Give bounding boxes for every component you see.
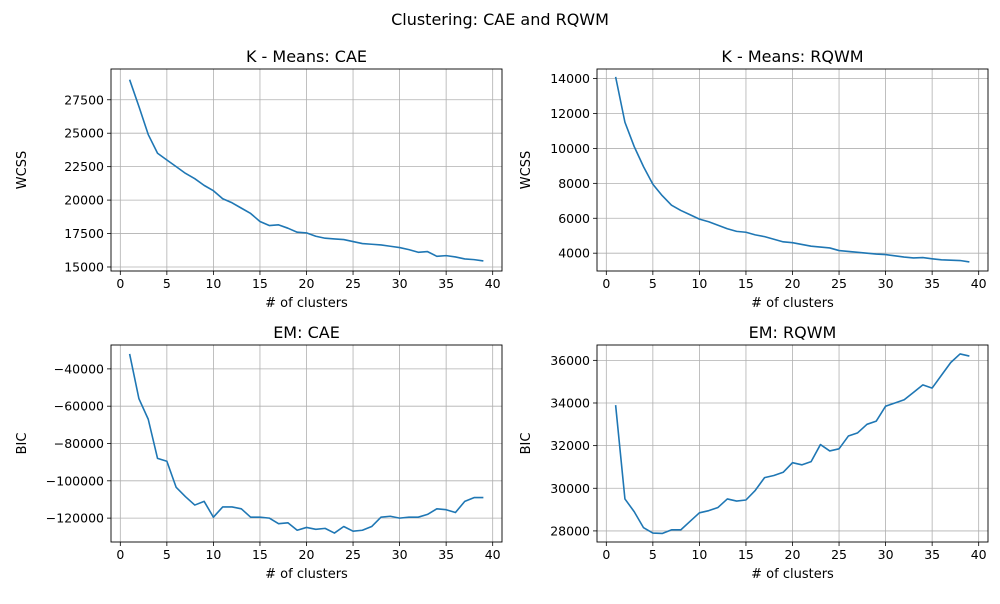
chart-1-x-axis-label: # of clusters xyxy=(265,296,348,311)
chart-3-x-tick-label: 20 xyxy=(299,547,315,562)
chart-1-y-tick-label: 27500 xyxy=(64,92,104,107)
chart-1-y-tick-label: 25000 xyxy=(64,126,104,141)
chart-2-x-tick-label: 5 xyxy=(649,276,657,291)
chart-3-y-tick-label: −40000 xyxy=(54,361,104,376)
chart-2-x-axis-label: # of clusters xyxy=(751,296,834,311)
chart-4-axes-frame xyxy=(596,344,989,543)
chart-4-x-tick-label: 30 xyxy=(878,547,894,562)
chart-4-x-tick-label: 15 xyxy=(738,547,754,562)
chart-4: 0 5 10 15 20 25 30 35 40 28000 30000 32000 34000 3600… xyxy=(519,323,989,582)
chart-4-series-line xyxy=(614,353,970,535)
chart-1-y-tick-label: 20000 xyxy=(64,193,104,208)
chart-2-x-tick-label: 25 xyxy=(831,276,847,291)
chart-3-series-line xyxy=(128,353,484,534)
chart-4-y-tick-label: 30000 xyxy=(550,481,590,496)
chart-3-x-tick-label: 30 xyxy=(392,547,408,562)
chart-3-y-tick-label: −100000 xyxy=(46,473,104,488)
chart-1: 0 5 10 15 20 25 30 35 40 15000 17500 20000 22500 2500… xyxy=(15,47,503,311)
subplot-grid: 0 5 10 15 20 25 30 35 40150001750020000225002500… xyxy=(15,47,989,582)
chart-2: 0 5 10 15 20 25 30 35 40 4000 6000 8000 10000 12000 14… xyxy=(519,47,989,311)
chart-2-y-tick-label: 4000 xyxy=(558,246,590,261)
chart-1-x-tick-label: 10 xyxy=(205,276,221,291)
chart-3-x-tick-label: 40 xyxy=(485,547,501,562)
chart-3-x-tick-label: 15 xyxy=(252,547,268,562)
chart-2-y-tick-label: 10000 xyxy=(550,141,590,156)
chart-4-x-tick-label: 25 xyxy=(831,547,847,562)
chart-1-y-axis-label: WCSS xyxy=(15,151,30,189)
chart-2-x-tick-label: 30 xyxy=(878,276,894,291)
chart-1-axes-frame xyxy=(110,68,503,272)
chart-3-y-tick-label: −120000 xyxy=(46,511,104,526)
chart-2-x-tick-label: 0 xyxy=(602,276,610,291)
chart-3-y-axis-label: BIC xyxy=(15,433,30,455)
chart-4-x-tick-label: 40 xyxy=(971,547,987,562)
chart-2-x-tick-label: 20 xyxy=(785,276,801,291)
figure-suptitle: Clustering: CAE and RQWM xyxy=(391,10,609,29)
chart-4-y-tick-label: 34000 xyxy=(550,395,590,410)
chart-4-y-axis-label: BIC xyxy=(519,433,534,455)
chart-4-title: EM: RQWM xyxy=(749,323,837,342)
chart-4-x-tick-label: 10 xyxy=(691,547,707,562)
chart-2-x-tick-label: 15 xyxy=(738,276,754,291)
chart-1-x-tick-label: 15 xyxy=(252,276,268,291)
chart-4-y-tick-label: 36000 xyxy=(550,353,590,368)
chart-1-x-tick-label: 30 xyxy=(392,276,408,291)
chart-3-axes-frame xyxy=(110,344,503,543)
chart-3-x-tick-label: 25 xyxy=(345,547,361,562)
chart-1-x-tick-label: 35 xyxy=(438,276,454,291)
chart-1-x-tick-label: 20 xyxy=(299,276,315,291)
chart-1-series-line xyxy=(128,79,484,262)
chart-1-x-tick-label: 40 xyxy=(485,276,501,291)
chart-2-series-line xyxy=(614,76,970,263)
chart-3: 0 5 10 15 20 25 30 35 40 −120000 −100000 −80000 −600… xyxy=(15,323,503,582)
chart-1-x-tick-label: 5 xyxy=(163,276,171,291)
chart-3-x-tick-label: 0 xyxy=(116,547,124,562)
chart-2-y-axis-label: WCSS xyxy=(519,151,534,189)
chart-4-x-axis-label: # of clusters xyxy=(751,567,834,582)
chart-2-x-tick-label: 40 xyxy=(971,276,987,291)
chart-4-y-tick-label: 32000 xyxy=(550,438,590,453)
chart-1-y-tick-label: 22500 xyxy=(64,159,104,174)
chart-2-y-tick-label: 14000 xyxy=(550,71,590,86)
chart-2-axes-frame xyxy=(596,68,989,272)
chart-1-x-tick-label: 25 xyxy=(345,276,361,291)
chart-4-x-tick-label: 20 xyxy=(785,547,801,562)
chart-2-x-tick-label: 35 xyxy=(924,276,940,291)
chart-4-x-tick-label: 0 xyxy=(602,547,610,562)
chart-3-y-tick-label: −80000 xyxy=(54,436,104,451)
chart-1-x-tick-label: 0 xyxy=(116,276,124,291)
chart-4-x-tick-label: 5 xyxy=(649,547,657,562)
chart-3-title: EM: CAE xyxy=(273,323,340,342)
chart-3-x-tick-label: 35 xyxy=(438,547,454,562)
chart-4-y-tick-label: 28000 xyxy=(550,523,590,538)
chart-2-y-tick-label: 12000 xyxy=(550,106,590,121)
chart-2-x-tick-label: 10 xyxy=(691,276,707,291)
chart-2-title: K - Means: RQWM xyxy=(721,47,863,66)
chart-2-y-tick-label: 8000 xyxy=(558,176,590,191)
chart-1-y-tick-label: 15000 xyxy=(64,259,104,274)
chart-1-y-tick-label: 17500 xyxy=(64,226,104,241)
chart-4-x-tick-label: 35 xyxy=(924,547,940,562)
chart-1-title: K - Means: CAE xyxy=(246,47,367,66)
chart-3-x-tick-label: 10 xyxy=(205,547,221,562)
chart-2-y-tick-label: 6000 xyxy=(558,211,590,226)
chart-3-x-tick-label: 5 xyxy=(163,547,171,562)
chart-3-y-tick-label: −60000 xyxy=(54,399,104,414)
chart-3-x-axis-label: # of clusters xyxy=(265,567,348,582)
